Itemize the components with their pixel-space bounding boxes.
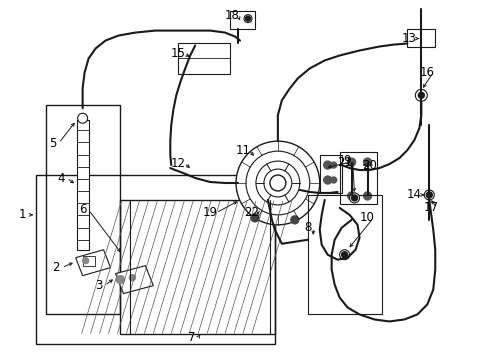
Circle shape bbox=[250, 214, 259, 222]
Bar bbox=[307, 195, 382, 315]
Text: 11: 11 bbox=[235, 144, 250, 157]
Circle shape bbox=[426, 192, 431, 198]
Circle shape bbox=[82, 258, 88, 264]
Circle shape bbox=[347, 158, 355, 166]
Bar bbox=[120, 200, 274, 334]
Circle shape bbox=[339, 250, 349, 260]
Circle shape bbox=[116, 276, 124, 284]
Circle shape bbox=[417, 92, 424, 98]
Circle shape bbox=[236, 141, 319, 225]
Text: 4: 4 bbox=[57, 171, 64, 185]
Text: 16: 16 bbox=[419, 66, 434, 79]
Bar bbox=[82, 256, 94, 266]
Circle shape bbox=[245, 16, 250, 21]
Circle shape bbox=[363, 158, 371, 166]
Text: 6: 6 bbox=[79, 203, 86, 216]
Text: 15: 15 bbox=[170, 47, 185, 60]
Text: 19: 19 bbox=[202, 206, 217, 219]
Text: 21: 21 bbox=[336, 156, 351, 168]
Circle shape bbox=[245, 151, 309, 215]
Circle shape bbox=[269, 175, 285, 191]
Text: 18: 18 bbox=[224, 9, 239, 22]
Bar bbox=[407, 28, 434, 46]
Text: 3: 3 bbox=[95, 279, 102, 292]
Text: 10: 10 bbox=[359, 211, 374, 224]
Circle shape bbox=[323, 161, 331, 169]
Circle shape bbox=[351, 195, 357, 201]
Text: 12: 12 bbox=[170, 157, 185, 170]
Circle shape bbox=[347, 192, 355, 200]
Bar bbox=[46, 105, 120, 315]
Text: 1: 1 bbox=[19, 208, 26, 221]
Circle shape bbox=[414, 89, 427, 101]
Polygon shape bbox=[76, 250, 110, 276]
Circle shape bbox=[330, 177, 336, 183]
Circle shape bbox=[424, 190, 433, 200]
Text: 5: 5 bbox=[49, 137, 56, 150]
Text: 14: 14 bbox=[406, 188, 421, 202]
Circle shape bbox=[349, 193, 359, 203]
Bar bbox=[178, 42, 229, 75]
Bar bbox=[229, 11, 254, 28]
Circle shape bbox=[244, 15, 251, 23]
Text: 22: 22 bbox=[244, 206, 259, 219]
Text: 13: 13 bbox=[401, 32, 416, 45]
Bar bbox=[36, 175, 274, 345]
Bar bbox=[77, 120, 88, 250]
Circle shape bbox=[330, 162, 336, 168]
Circle shape bbox=[363, 192, 371, 200]
Text: 2: 2 bbox=[52, 261, 60, 274]
Polygon shape bbox=[115, 266, 153, 293]
Circle shape bbox=[341, 252, 347, 258]
Text: 8: 8 bbox=[304, 221, 311, 234]
Circle shape bbox=[323, 176, 331, 184]
Circle shape bbox=[255, 161, 299, 205]
Text: 20: 20 bbox=[361, 158, 376, 172]
Text: 9: 9 bbox=[342, 154, 349, 167]
Circle shape bbox=[78, 113, 87, 123]
Bar bbox=[339, 152, 377, 204]
Circle shape bbox=[129, 275, 135, 280]
Text: 17: 17 bbox=[423, 201, 438, 215]
Circle shape bbox=[264, 169, 291, 197]
Text: 7: 7 bbox=[188, 331, 196, 344]
Bar bbox=[319, 155, 341, 193]
Circle shape bbox=[290, 216, 298, 224]
